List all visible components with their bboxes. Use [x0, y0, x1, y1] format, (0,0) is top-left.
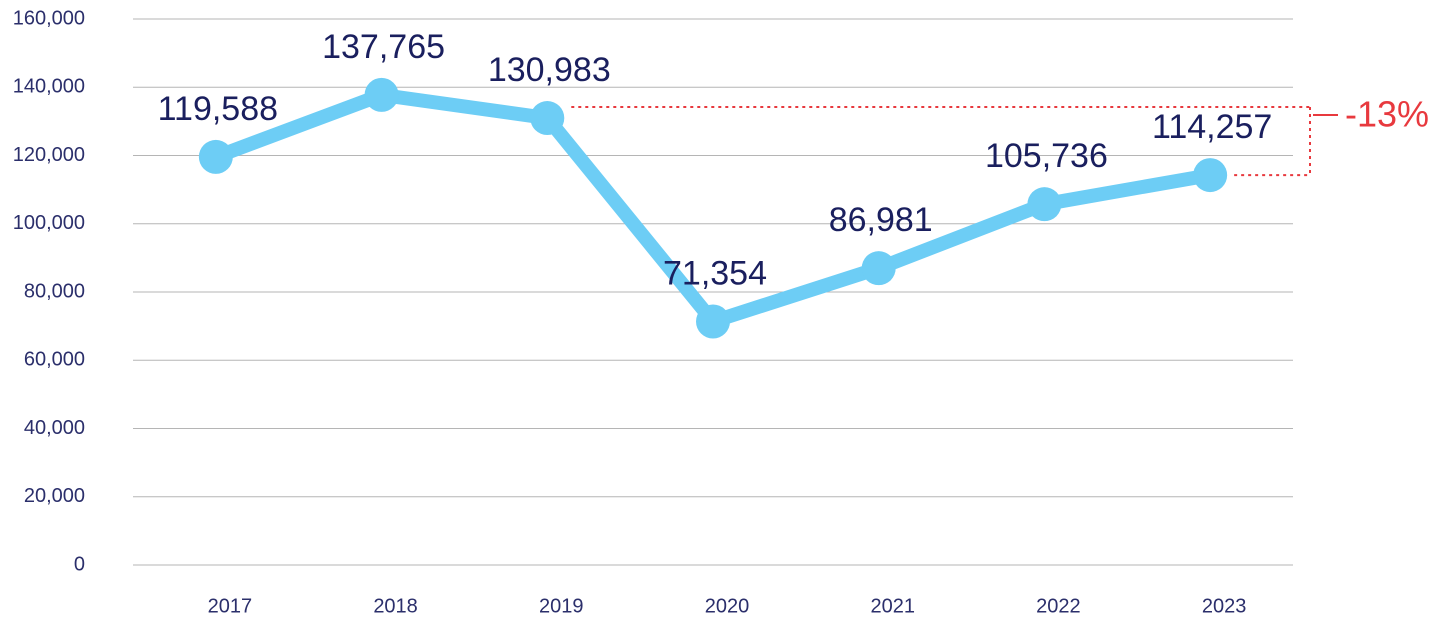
x-tick-label: 2019: [539, 595, 584, 617]
value-label: 105,736: [985, 137, 1108, 175]
value-label: 114,257: [1152, 108, 1272, 146]
x-tick-label: 2020: [705, 595, 750, 617]
annotation: -13%: [1345, 94, 1429, 135]
y-tick-label: 140,000: [13, 76, 85, 98]
x-tick-label: 2023: [1202, 595, 1247, 617]
point: [198, 139, 233, 174]
point: [861, 251, 896, 286]
value-label: 71,354: [663, 254, 767, 292]
point: [1027, 187, 1062, 222]
value-label: 119,588: [158, 90, 278, 128]
point: [364, 77, 399, 112]
x-tick-label: 2022: [1036, 595, 1081, 617]
y-tick-label: 60,000: [24, 349, 85, 371]
x-tick-label: 2021: [870, 595, 915, 617]
x-tick-label: 2018: [373, 595, 418, 617]
value-label: 137,765: [322, 28, 445, 66]
y-tick-label: 100,000: [13, 212, 85, 234]
y-tick-label: 160,000: [13, 7, 85, 29]
value-label: 130,983: [488, 51, 611, 89]
y-tick-label: 20,000: [24, 485, 85, 507]
y-tick-label: 0: [74, 553, 85, 575]
y-tick-label: 120,000: [13, 144, 85, 166]
value-label: 86,981: [829, 201, 933, 239]
x-tick-label: 2017: [208, 595, 253, 617]
point: [530, 101, 565, 136]
point: [1193, 158, 1228, 193]
y-tick-label: 80,000: [24, 280, 85, 302]
point: [696, 304, 730, 339]
y-tick-label: 40,000: [24, 417, 85, 439]
